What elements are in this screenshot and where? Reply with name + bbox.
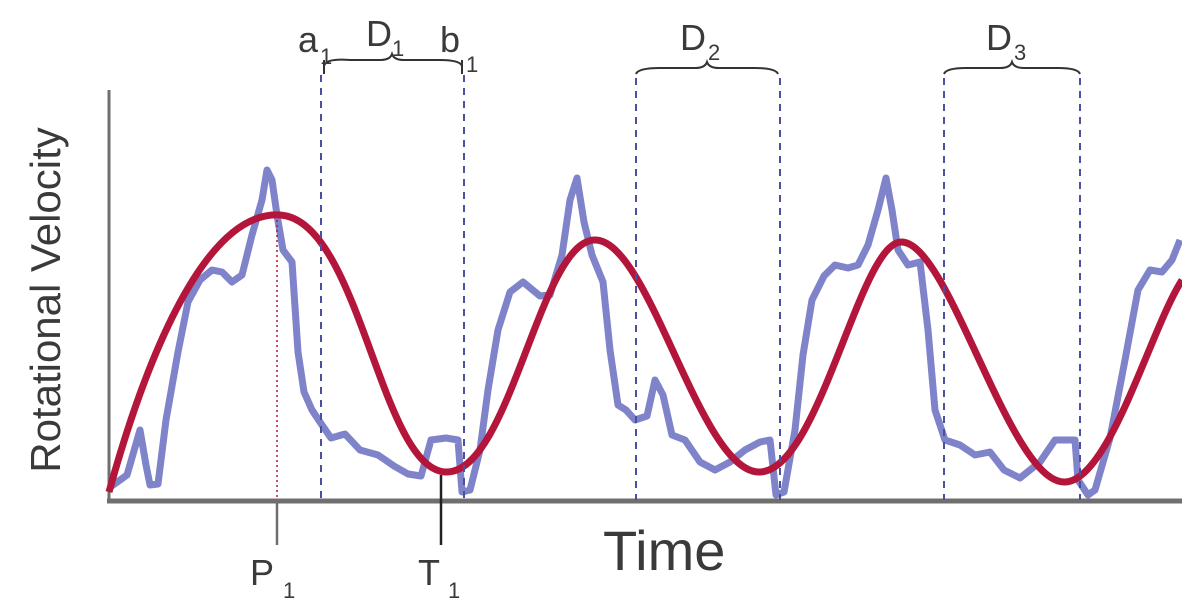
x-axis-label: Time <box>603 519 725 582</box>
d2-label: D <box>680 17 706 58</box>
fitted-sine-curve <box>105 211 1182 493</box>
b1-subscript: 1 <box>466 52 478 77</box>
p1-subscript: 1 <box>283 578 295 602</box>
d1-brace <box>323 50 463 74</box>
y-axis-label: Rotational Velocity <box>22 127 69 473</box>
d2-brace <box>635 58 779 75</box>
d3-brace <box>943 58 1081 75</box>
b1-label: b <box>440 19 460 60</box>
a1-label: a <box>298 19 319 60</box>
d3-subscript: 3 <box>1014 40 1026 65</box>
a1-subscript: 1 <box>320 44 332 69</box>
d1-subscript: 1 <box>392 36 404 61</box>
d2-subscript: 2 <box>708 40 720 65</box>
p1-label: P <box>250 552 274 593</box>
t1-subscript: 1 <box>448 578 460 602</box>
t1-label: T <box>418 552 440 593</box>
d1-label: D <box>366 13 392 54</box>
d3-label: D <box>986 17 1012 58</box>
raw-velocity-signal <box>106 166 1182 499</box>
